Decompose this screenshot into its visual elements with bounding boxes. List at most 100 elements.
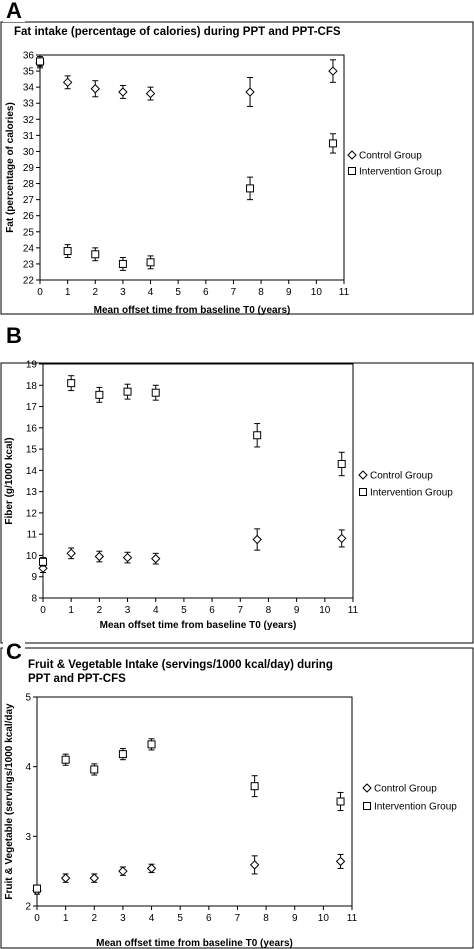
data-point-diamond bbox=[151, 553, 161, 564]
x-tick-label: 8 bbox=[263, 913, 269, 924]
data-point-diamond bbox=[252, 534, 262, 545]
x-tick-label: 0 bbox=[34, 913, 40, 924]
legend-label: Control Group bbox=[374, 784, 437, 795]
panel-a: A Fat intake (percentage of calories) dur… bbox=[0, 0, 474, 316]
y-axis-label: Fiber (g/1000 kcal) bbox=[4, 437, 15, 524]
y-tick-label: 33 bbox=[23, 99, 35, 110]
data-point-diamond bbox=[60, 873, 71, 883]
data-point-square bbox=[118, 259, 127, 268]
y-tick-label: 31 bbox=[23, 131, 35, 142]
x-tick-label: 9 bbox=[292, 913, 298, 924]
y-tick-label: 27 bbox=[23, 195, 35, 206]
x-tick-label: 7 bbox=[235, 913, 241, 924]
x-tick-label: 8 bbox=[266, 605, 272, 616]
legend-label: Intervention Group bbox=[370, 488, 453, 499]
x-tick-label: 1 bbox=[68, 605, 74, 616]
x-tick-label: 11 bbox=[348, 605, 359, 616]
x-tick-label: 1 bbox=[65, 287, 71, 298]
x-tick-label: 5 bbox=[175, 287, 181, 298]
y-tick-label: 29 bbox=[23, 163, 35, 174]
data-point-square bbox=[95, 390, 104, 399]
x-tick-label: 11 bbox=[339, 287, 350, 298]
y-tick-label: 34 bbox=[23, 83, 35, 94]
x-tick-label: 1 bbox=[63, 913, 69, 924]
data-point-square bbox=[123, 387, 132, 396]
series-intervention bbox=[36, 56, 337, 271]
data-point-diamond bbox=[118, 866, 128, 876]
panel-letter: B bbox=[6, 323, 22, 348]
data-point-square bbox=[118, 750, 127, 759]
y-axis-label: Fat (percentage of calories) bbox=[5, 102, 16, 233]
legend: Control Group Intervention Group bbox=[362, 783, 457, 813]
x-tick-label: 2 bbox=[91, 913, 97, 924]
legend-marker-diamond bbox=[347, 150, 357, 160]
legend-marker-square bbox=[348, 167, 356, 175]
series-control bbox=[35, 57, 338, 107]
data-point-square bbox=[147, 740, 156, 749]
panel-frame bbox=[0, 21, 474, 315]
y-tick-label: 35 bbox=[23, 67, 35, 78]
x-tick-label: 4 bbox=[149, 913, 155, 924]
legend: Control Group Intervention Group bbox=[347, 150, 442, 178]
panel-frame bbox=[0, 362, 474, 644]
y-tick-label: 3 bbox=[25, 832, 31, 843]
data-point-square bbox=[250, 782, 259, 791]
y-tick-label: 11 bbox=[27, 530, 38, 541]
y-tick-label: 22 bbox=[23, 276, 35, 287]
y-tick-label: 18 bbox=[26, 381, 38, 392]
data-point-diamond bbox=[66, 548, 76, 559]
data-point-square bbox=[36, 57, 44, 66]
x-tick-label: 5 bbox=[177, 913, 183, 924]
x-tick-label: 4 bbox=[153, 605, 159, 616]
y-tick-label: 8 bbox=[31, 594, 37, 605]
legend-label: Intervention Group bbox=[374, 802, 457, 813]
y-tick-label: 14 bbox=[26, 466, 38, 477]
x-tick-label: 0 bbox=[37, 287, 43, 298]
y-tick-label: 17 bbox=[26, 402, 38, 413]
series-intervention bbox=[33, 738, 345, 893]
x-tick-label: 3 bbox=[120, 913, 126, 924]
y-tick-label: 10 bbox=[26, 551, 38, 562]
data-point-square bbox=[39, 557, 47, 566]
legend-label: Intervention Group bbox=[359, 167, 442, 178]
panel-letter: C bbox=[6, 639, 22, 664]
y-tick-label: 26 bbox=[23, 211, 35, 222]
y-tick-label: 23 bbox=[23, 259, 35, 270]
data-point-diamond bbox=[90, 84, 100, 94]
y-tick-label: 25 bbox=[23, 227, 35, 238]
data-point-diamond bbox=[94, 551, 105, 562]
legend-label: Control Group bbox=[370, 471, 433, 482]
panel-b: BFiber intake (g/1000 kcal) during PPT a… bbox=[0, 323, 474, 644]
x-tick-label: 10 bbox=[318, 913, 330, 924]
data-point-square bbox=[90, 765, 99, 774]
x-tick-label: 0 bbox=[40, 605, 46, 616]
panel-frame bbox=[0, 647, 474, 949]
y-tick-label: 9 bbox=[31, 572, 37, 583]
x-tick-label: 2 bbox=[97, 605, 103, 616]
legend-label: Control Group bbox=[359, 151, 422, 162]
data-point-square bbox=[63, 247, 72, 256]
data-point-diamond bbox=[328, 66, 338, 76]
data-point-diamond bbox=[335, 856, 346, 867]
x-axis-label: Mean offset time from baseline T0 (years… bbox=[100, 620, 297, 631]
y-tick-label: 2 bbox=[25, 902, 31, 913]
x-tick-label: 8 bbox=[258, 287, 264, 298]
data-point-square bbox=[67, 379, 76, 388]
y-tick-label: 32 bbox=[23, 115, 35, 126]
data-point-square bbox=[246, 184, 255, 193]
data-point-square bbox=[253, 431, 262, 440]
data-point-diamond bbox=[118, 87, 128, 97]
data-point-diamond bbox=[245, 87, 255, 97]
x-axis-label: Mean offset time from baseline T0 (years… bbox=[96, 938, 293, 949]
x-axis-label: Mean offset time from baseline T0 (years… bbox=[94, 305, 291, 316]
y-tick-label: 19 bbox=[26, 360, 38, 371]
panel-c: C Fruit & Vegetable Intake (servings/1000… bbox=[0, 639, 474, 949]
x-tick-label: 6 bbox=[206, 913, 212, 924]
series-intervention bbox=[39, 375, 346, 567]
x-tick-label: 10 bbox=[311, 287, 323, 298]
x-tick-label: 6 bbox=[203, 287, 209, 298]
data-point-diamond bbox=[122, 552, 133, 563]
data-point-square bbox=[33, 884, 41, 893]
data-point-diamond bbox=[249, 860, 260, 870]
y-axis-label: Fruit & Vegetable (servings/1000 kcal/da… bbox=[4, 703, 15, 900]
